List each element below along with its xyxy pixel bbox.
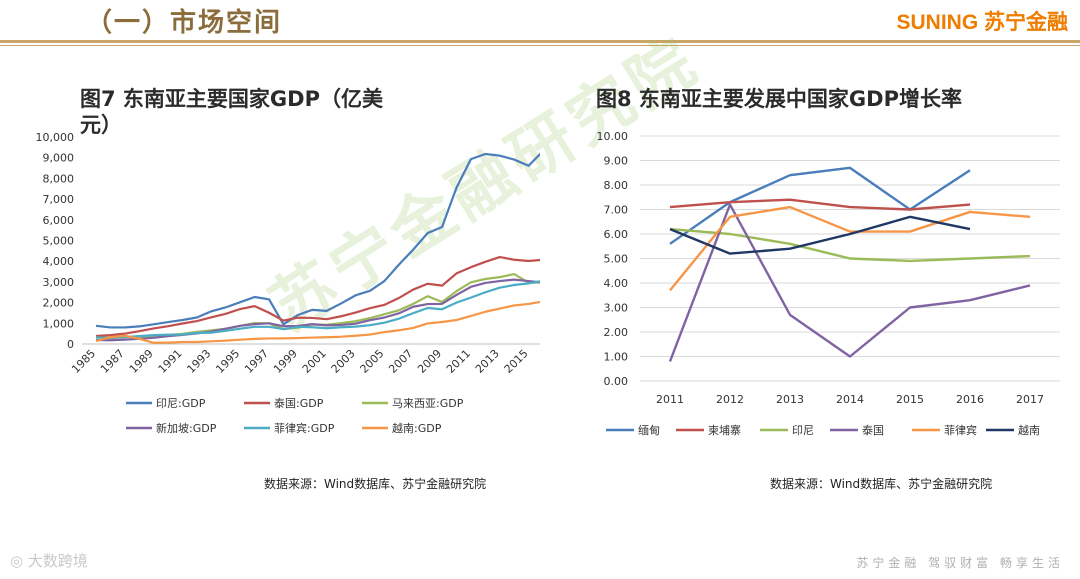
- chart2-y-tick-label: 10.00: [597, 130, 629, 143]
- slide-title: （一）市场空间: [86, 8, 283, 38]
- chart1-x-tick-label: 1999: [271, 347, 300, 376]
- chart2-y-tick-label: 4.00: [604, 277, 629, 290]
- chart1-series-line: [95, 280, 540, 339]
- chart2-legend-label: 越南: [1018, 423, 1040, 437]
- chart1-y-tick-label: 1,000: [43, 317, 75, 330]
- chart2-legend-label: 泰国: [862, 423, 884, 437]
- chart1-y-tick-label: 9,000: [43, 152, 75, 165]
- chart1-y-tick-label: 10,000: [36, 131, 75, 144]
- chart1-series-line: [95, 278, 540, 342]
- chart2-x-tick-label: 2013: [776, 393, 804, 406]
- chart1-x-tick-label: 2007: [386, 347, 415, 376]
- chart1-x-tick-label: 1987: [98, 347, 127, 376]
- chart1-legend-label: 越南:GDP: [392, 421, 442, 435]
- chart2-y-tick-label: 7.00: [604, 204, 629, 217]
- chart1-x-tick-label: 1985: [69, 347, 98, 376]
- chart2-series-line: [669, 227, 1031, 263]
- header-divider: [0, 40, 1080, 43]
- chart1-y-tick-label: 0: [67, 338, 74, 351]
- chart1-y-tick-label: 3,000: [43, 276, 75, 289]
- footer-watermark: ◎ 大数跨境: [10, 550, 88, 571]
- chart1-x-tick-label: 2005: [358, 347, 387, 376]
- chart1-title-line2: 元）: [80, 113, 122, 137]
- source-note-right: 数据来源：Wind数据库、苏宁金融研究院: [770, 477, 993, 491]
- chart1-title-line1: 图7 东南亚主要国家GDP（亿美: [80, 87, 383, 111]
- chart2-series-line: [669, 198, 971, 211]
- chart2-x-tick-label: 2016: [956, 393, 984, 406]
- chart2-y-tick-label: 8.00: [604, 179, 629, 192]
- chart1-x-tick-label: 2011: [444, 347, 473, 376]
- chart2-x-tick-label: 2011: [656, 393, 684, 406]
- source-note-left: 数据来源：Wind数据库、苏宁金融研究院: [264, 477, 487, 491]
- chart1-x-tick-label: 1997: [242, 347, 271, 376]
- chart1-title: 图7 东南亚主要国家GDP（亿美 元）: [80, 86, 460, 138]
- chart2-series-line: [669, 166, 971, 245]
- header-divider-thin: [0, 45, 1080, 46]
- chart1-x-tick-label: 2003: [329, 347, 358, 376]
- chart1-y-tick-label: 5,000: [43, 235, 75, 248]
- chart2-y-tick-label: 3.00: [604, 302, 629, 315]
- chart2-x-tick-label: 2014: [836, 393, 864, 406]
- chart1-series-line: [95, 300, 540, 344]
- chart2-legend-label: 菲律宾: [944, 423, 977, 437]
- chart2-y-tick-label: 0.00: [604, 375, 629, 388]
- gdp-chart: 0 1,000 2,000 3,000 4,000 5,000 6,000 7,000 8,00…: [36, 131, 540, 435]
- brand-logo: SUNING 苏宁金融: [896, 11, 1068, 34]
- chart1-x-tick-label: 1995: [213, 347, 242, 376]
- chart1-y-tick-label: 2,000: [43, 297, 75, 310]
- chart1-x-tick-label: 2001: [300, 347, 329, 376]
- chart1-x-tick-label: 1993: [184, 347, 213, 376]
- chart2-x-tick-label: 2017: [1016, 393, 1044, 406]
- chart1-series-line: [95, 255, 540, 338]
- chart1-legend-label: 菲律宾:GDP: [274, 421, 335, 435]
- chart1-x-tick-label: 2009: [415, 347, 444, 376]
- chart2-series-line: [669, 215, 971, 255]
- chart1-x-tick-label: 1989: [127, 347, 156, 376]
- chart1-y-tick-label: 6,000: [43, 214, 75, 227]
- chart2-y-tick-label: 5.00: [604, 253, 629, 266]
- footer-left-text: 大数跨境: [27, 552, 88, 570]
- footer-slogan: 苏宁金融 驾驭财富 畅享生活: [856, 556, 1064, 570]
- chart2-legend-label: 印尼: [792, 424, 814, 437]
- chart2-x-tick-label: 2012: [716, 393, 744, 406]
- chart2-y-tick-label: 2.00: [604, 326, 629, 339]
- chart1-y-tick-label: 8,000: [43, 172, 75, 185]
- chart2-series-line: [668, 203, 1031, 362]
- chart1-legend-label: 印尼:GDP: [156, 397, 206, 410]
- chart1-x-tick-label: 1991: [156, 347, 185, 376]
- chart2-title: 图8 东南亚主要发展中国家GDP增长率: [596, 87, 962, 111]
- chart1-series-line: [95, 152, 540, 329]
- chart1-y-tick-label: 4,000: [43, 255, 75, 268]
- chart1-x-tick-label: 2015: [502, 347, 531, 376]
- weibo-icon: ◎: [10, 552, 24, 570]
- chart1-legend-label: 泰国:GDP: [274, 396, 324, 410]
- chart2-series-line: [669, 205, 1031, 292]
- chart1-y-tick-label: 7,000: [43, 193, 75, 206]
- chart1-legend-label: 新加坡:GDP: [156, 421, 217, 435]
- chart2-y-tick-label: 9.00: [604, 155, 629, 168]
- chart1-legend-label: 马来西亚:GDP: [392, 397, 464, 410]
- chart2-legend-label: 柬埔寨: [708, 423, 741, 437]
- chart1-x-tick-label: 2013: [473, 347, 502, 376]
- chart2-x-tick-label: 2015: [896, 393, 924, 406]
- chart2-y-tick-label: 6.00: [604, 228, 629, 241]
- chart2-y-tick-label: 1.00: [604, 351, 629, 364]
- growth-chart: 0.00 1.00 2.00 3.00 4.00 5.00 6.00 7.00 8.00 9.00…: [597, 130, 1060, 437]
- chart2-legend-label: 缅甸: [638, 423, 660, 437]
